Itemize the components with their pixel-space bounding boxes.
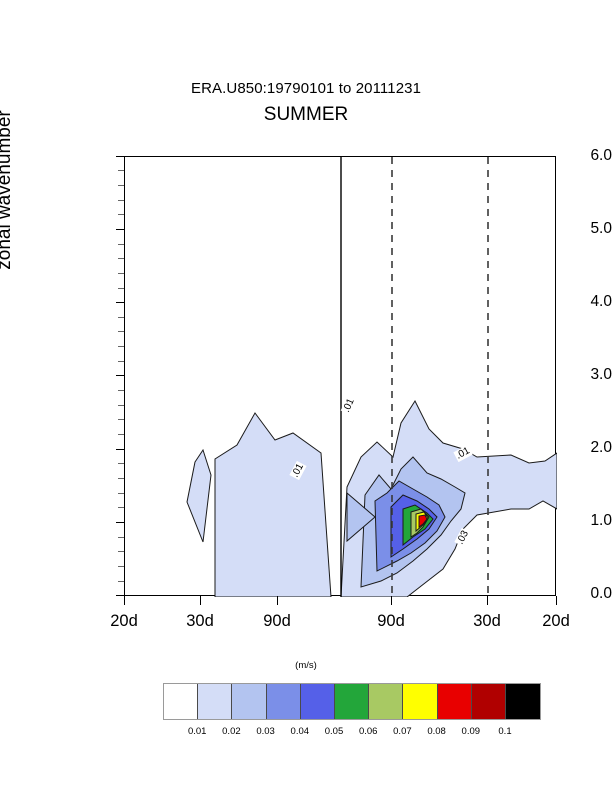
colorbar-cell-10 xyxy=(505,684,541,719)
x-tick-2 xyxy=(277,596,278,605)
y-minor-tick xyxy=(118,405,124,406)
colorbar xyxy=(163,683,542,720)
colorbar-tick-label-5: 0.06 xyxy=(358,726,378,737)
y-tick-1 xyxy=(116,522,124,523)
y-tick-label-6: 6.0 xyxy=(590,147,612,164)
y-minor-tick xyxy=(118,434,124,435)
colorbar-cell-5 xyxy=(334,684,370,719)
colorbar-cell-0 xyxy=(164,684,199,719)
contour-band-0.01-west-broad xyxy=(214,412,332,597)
y-minor-tick xyxy=(118,537,124,538)
y-minor-tick xyxy=(118,317,124,318)
x-tick-5 xyxy=(556,596,557,605)
colorbar-cell-7 xyxy=(403,684,438,719)
y-minor-tick xyxy=(118,581,124,582)
y-tick-4 xyxy=(116,302,124,303)
colorbar-tick-label-7: 0.08 xyxy=(427,726,446,737)
y-tick-label-0: 0.0 xyxy=(590,585,612,602)
contour-band-0.09-east-peak xyxy=(418,514,428,528)
colorbar-cell-8 xyxy=(437,684,472,719)
colorbar-cell-4 xyxy=(300,684,335,719)
plot-area xyxy=(124,156,557,597)
page-subtitle: SUMMER xyxy=(263,104,349,125)
colorbar-tick-label-8: 0.09 xyxy=(461,726,481,737)
x-tick-4 xyxy=(487,596,488,605)
y-tick-0 xyxy=(116,595,124,596)
colorbar-cell-3 xyxy=(266,684,301,719)
y-minor-tick xyxy=(118,258,124,259)
y-minor-tick xyxy=(118,390,124,391)
y-tick-3 xyxy=(116,375,124,376)
y-minor-tick xyxy=(118,170,124,171)
colorbar-tick-label-6: 0.07 xyxy=(393,726,412,737)
y-minor-tick xyxy=(118,478,124,479)
y-minor-tick xyxy=(118,463,124,464)
y-minor-tick xyxy=(118,493,124,494)
y-minor-tick xyxy=(118,200,124,201)
y-tick-label-1: 1.0 xyxy=(590,512,612,529)
y-tick-5 xyxy=(116,229,124,230)
colorbar-unit-label: (m/s) xyxy=(295,660,317,671)
colorbar-cell-1 xyxy=(198,684,233,719)
y-minor-tick xyxy=(118,185,124,186)
colorbar-tick-label-4: 0.05 xyxy=(324,726,344,737)
y-minor-tick xyxy=(118,288,124,289)
y-minor-tick xyxy=(118,551,124,552)
y-minor-tick xyxy=(118,244,124,245)
y-tick-6 xyxy=(116,156,124,157)
y-minor-tick xyxy=(118,331,124,332)
colorbar-tick-label-2: 0.03 xyxy=(256,726,275,737)
contour-band-0.01-west-small xyxy=(186,448,212,543)
x-tick-3 xyxy=(391,596,392,605)
x-tick-label-5: 20d xyxy=(542,612,570,630)
contour-band-0.02-west-wedge xyxy=(346,491,376,543)
x-tick-label-4: 30d xyxy=(473,612,501,630)
colorbar-tick-label-1: 0.02 xyxy=(222,726,241,737)
colorbar-tick-label-3: 0.04 xyxy=(290,726,310,737)
x-tick-label-3: 90d xyxy=(377,612,405,630)
x-tick-label-0: 20d xyxy=(110,612,138,630)
x-tick-label-2: 90d xyxy=(263,612,291,630)
page-title: ERA.U850:19790101 to 20111231 xyxy=(190,80,422,97)
y-minor-tick xyxy=(118,419,124,420)
y-axis-label: zonal wavenumber xyxy=(0,110,15,270)
y-minor-tick xyxy=(118,361,124,362)
colorbar-cell-9 xyxy=(471,684,506,719)
y-minor-tick xyxy=(118,346,124,347)
y-tick-label-2: 2.0 xyxy=(590,439,612,456)
colorbar-cell-2 xyxy=(232,684,267,719)
spectrum-contour-plot xyxy=(186,157,557,597)
x-tick-label-1: 30d xyxy=(186,612,214,630)
y-minor-tick xyxy=(118,273,124,274)
y-minor-tick xyxy=(118,566,124,567)
y-minor-tick xyxy=(118,507,124,508)
y-tick-2 xyxy=(116,449,124,450)
y-minor-tick xyxy=(118,214,124,215)
x-tick-0 xyxy=(124,596,125,605)
colorbar-tick-label-0: 0.01 xyxy=(187,726,207,737)
x-tick-1 xyxy=(200,596,201,605)
y-tick-label-4: 4.0 xyxy=(590,293,612,310)
colorbar-cell-6 xyxy=(369,684,404,719)
y-tick-label-5: 5.0 xyxy=(590,220,612,237)
colorbar-tick-label-9: 0.1 xyxy=(498,726,512,737)
y-tick-label-3: 3.0 xyxy=(590,366,612,383)
